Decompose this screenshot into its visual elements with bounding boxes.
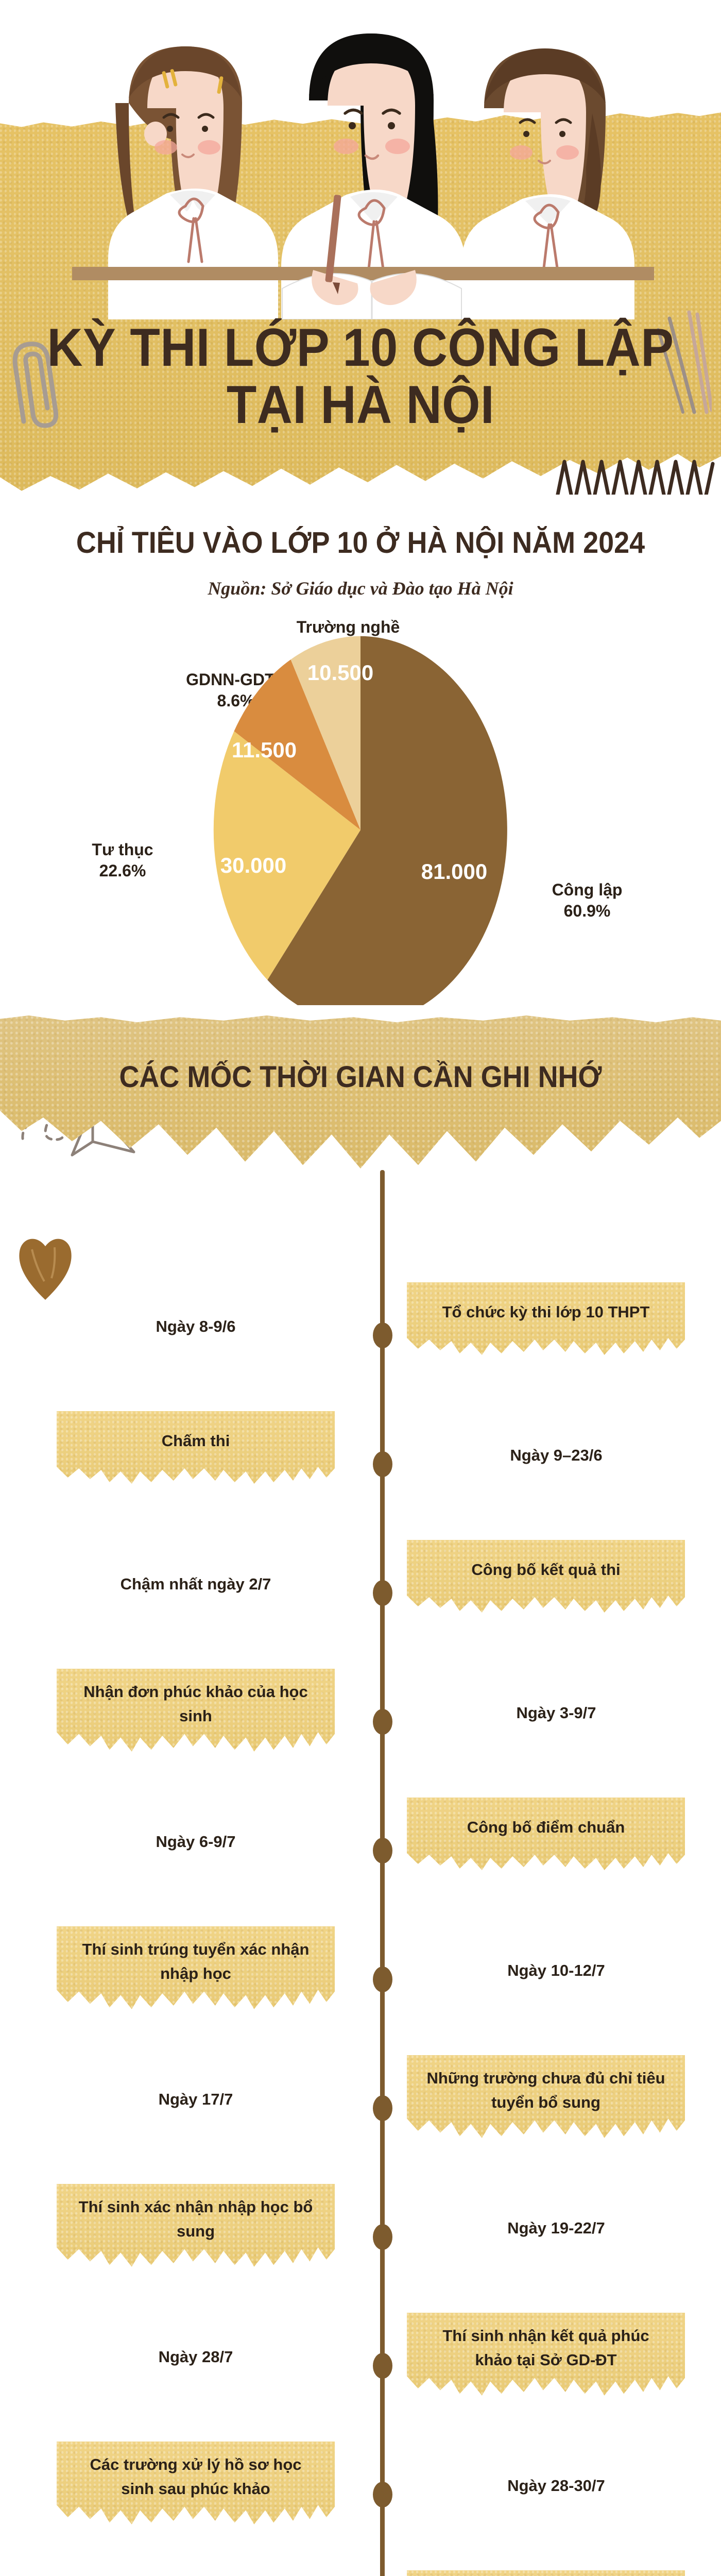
hero-title-line1: KỲ THI LỚP 10 CÔNG LẬP (47, 318, 674, 378)
timeline-header-paper (0, 1015, 721, 1168)
timeline-date: Ngày 19-22/7 (507, 2219, 605, 2237)
pie-section-source: Nguồn: Sở Giáo dục và Đào tạo Hà Nội (208, 578, 513, 599)
hero-title-line2: TẠI HÀ NỘI (226, 375, 495, 435)
timeline-section: CÁC MỐC THỜI GIAN CẦN GHI NHỚ Ngày 8-9/6… (0, 1015, 721, 2576)
pie-value-truong-nghe: 10.500 (307, 660, 374, 685)
timeline-dot (373, 1451, 392, 1477)
pie-slice-truong-nghe (290, 636, 360, 830)
timeline-row: Ngày 8-9/6 Tổ chức kỳ thi lớp 10 THPT (0, 1273, 721, 1402)
timeline-event-card: Công bố điểm chuẩn (407, 1798, 685, 1870)
timeline-date: Ngày 17/7 (158, 2090, 233, 2108)
pie-section-title: CHỈ TIÊU VÀO LỚP 10 Ở HÀ NỘI NĂM 2024 (76, 526, 645, 560)
timeline-date: Chậm nhất ngày 2/7 (120, 1575, 271, 1593)
timeline-row: Chấm thi Ngày 9–23/6 (0, 1402, 721, 1531)
pie-label-cong-lap: Công lập 60.9% (552, 880, 623, 920)
timeline-row: Ngày 1-9/8 Các trường nộp danh sách học … (0, 2561, 721, 2576)
timeline-row: Các trường xử lý hồ sơ học sinh sau phúc… (0, 2432, 721, 2561)
paperclip-icon (12, 342, 59, 428)
pie-value-cong-lap: 81.000 (421, 859, 488, 884)
pie-chart-section: CHỈ TIÊU VÀO LỚP 10 Ở HÀ NỘI NĂM 2024 Ng… (0, 495, 721, 1157)
timeline-event-card: Thí sinh trúng tuyển xác nhận nhập học (57, 1926, 335, 2009)
timeline-list: Ngày 8-9/6 Tổ chức kỳ thi lớp 10 THPT Ch… (0, 1170, 721, 2576)
timeline-date: Ngày 8-9/6 (156, 1317, 236, 1335)
pie-slice-cong-lap (267, 636, 507, 1005)
timeline-row: Ngày 17/7 Những trường chưa đủ chỉ tiêu … (0, 2046, 721, 2175)
timeline-date: Ngày 6-9/7 (156, 1833, 236, 1851)
timeline-event-card: Những trường chưa đủ chỉ tiêu tuyển bổ s… (407, 2055, 685, 2138)
timeline-event-card: Các trường xử lý hồ sơ học sinh sau phúc… (57, 2442, 335, 2524)
pie-value-tu-thuc: 30.000 (220, 853, 287, 877)
three-students-illustration (72, 33, 654, 319)
timeline-event-card: Nhận đơn phúc khảo của học sinh (57, 1669, 335, 1752)
timeline-event-card: Chấm thi (57, 1411, 335, 1484)
timeline-date: Ngày 3-9/7 (516, 1704, 596, 1722)
timeline-date: Ngày 28-30/7 (507, 2477, 605, 2495)
timeline-date: Ngày 10-12/7 (507, 1961, 605, 1979)
timeline-section-title: CÁC MỐC THỜI GIAN CẦN GHI NHỚ (119, 1060, 602, 1094)
timeline-event-card: Tổ chức kỳ thi lớp 10 THPT (407, 1282, 685, 1355)
timeline-dot (373, 1323, 392, 1348)
timeline-dot (373, 2224, 392, 2250)
timeline-dot (373, 2095, 392, 2121)
pen-icon (657, 310, 712, 414)
timeline-event-card: Thí sinh nhận kết quả phúc khảo tại Sở G… (407, 2313, 685, 2396)
timeline-dot (373, 2353, 392, 2379)
timeline-header-band: CÁC MỐC THỜI GIAN CẦN GHI NHỚ (0, 1015, 721, 1300)
timeline-row: Chậm nhất ngày 2/7 Công bố kết quả thi (0, 1531, 721, 1659)
timeline-event-card: Công bố kết quả thi (407, 1540, 685, 1613)
pie-chart-svg (213, 636, 507, 1005)
timeline-dot (373, 1967, 392, 1992)
timeline-dot (373, 1709, 392, 1735)
pie-slice-gdnn-gdtx (234, 659, 360, 830)
pie-slice-tu-thuc (213, 731, 360, 980)
timeline-row: Ngày 28/7 Thí sinh nhận kết quả phúc khả… (0, 2303, 721, 2432)
timeline-row: Ngày 6-9/7 Công bố điểm chuẩn (0, 1788, 721, 1917)
pie-chart: Trường nghề 7.9% GDNN-GDTX 8.6% Tư thục … (0, 614, 721, 1005)
heart-icon (19, 1239, 72, 1300)
timeline-date: Ngày 28/7 (158, 2348, 233, 2366)
timeline-row: Nhận đơn phúc khảo của học sinh Ngày 3-9… (0, 1659, 721, 1788)
timeline-dot (373, 1838, 392, 1863)
timeline-event-card: Thí sinh xác nhận nhập học bổ sung (57, 2184, 335, 2267)
pie-value-gdnn-gdtx: 11.500 (231, 738, 297, 762)
hero-section: KỲ THI LỚP 10 CÔNG LẬP TẠI HÀ NỘI (0, 0, 721, 495)
timeline-dot (373, 1580, 392, 1606)
timeline-row: Thí sinh xác nhận nhập học bổ sung Ngày … (0, 2175, 721, 2303)
page-title: KỲ THI LỚP 10 CÔNG LẬP TẠI HÀ NỘI (29, 319, 692, 434)
timeline-event-card: Các trường nộp danh sách học sinh trúng … (407, 2570, 685, 2576)
timeline-dot (373, 2482, 392, 2507)
pie-label-tu-thuc: Tư thục 22.6% (92, 840, 153, 880)
timeline-date: Ngày 9–23/6 (510, 1446, 603, 1464)
timeline-row: Thí sinh trúng tuyển xác nhận nhập học N… (0, 1917, 721, 2046)
timeline-vertical-line (380, 1170, 385, 2576)
